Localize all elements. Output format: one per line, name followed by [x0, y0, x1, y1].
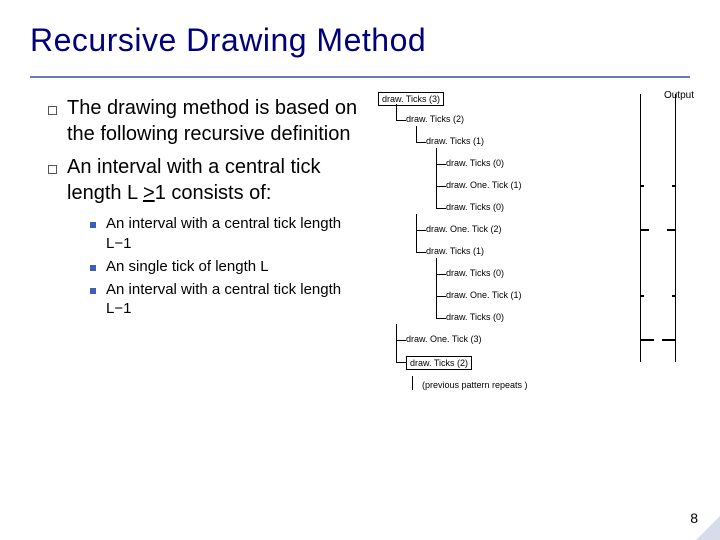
tree-connector: [436, 296, 446, 297]
bullet-2-c: 1 consists of:: [155, 182, 272, 204]
output-tick: [667, 229, 676, 234]
sub-bullet-3-text: An interval with a central tick length L…: [106, 280, 358, 318]
tree-vertical: [396, 104, 397, 120]
sub-bullet-2: An single tick of length L: [90, 257, 358, 276]
tree-vertical: [436, 258, 437, 318]
call-label: draw. Ticks (0): [446, 268, 504, 278]
output-tick: [640, 295, 644, 300]
bullet-1-text: The drawing method is based on the follo…: [67, 96, 358, 147]
tree-vertical: [412, 376, 413, 390]
tree-connector: [416, 142, 426, 143]
tree-vertical: [436, 148, 437, 208]
call-box: draw. Ticks (2): [406, 356, 472, 370]
tree-connector: [396, 340, 406, 341]
bullet-1: The drawing method is based on the follo…: [48, 96, 358, 147]
tree-vertical: [396, 324, 397, 362]
call-label: draw. One. Tick (2): [426, 224, 502, 234]
tree-connector: [436, 208, 446, 209]
bullet-2: An interval with a central tick length L…: [48, 155, 358, 206]
tree-connector: [416, 252, 426, 253]
tree-connector: [396, 362, 406, 363]
call-label: draw. Ticks (0): [446, 158, 504, 168]
call-label: draw. Ticks (0): [446, 202, 504, 212]
output-tick: [672, 295, 676, 300]
call-tree-diagram: Output draw. Ticks (3)draw. Ticks (2)dra…: [378, 92, 698, 492]
call-label: draw. One. Tick (1): [446, 290, 522, 300]
call-box: draw. Ticks (3): [378, 92, 444, 106]
sub-bullet-2-text: An single tick of length L: [106, 257, 269, 276]
tree-connector: [436, 164, 446, 165]
title-rule: [30, 76, 690, 78]
small-square-bullet-icon: [90, 265, 96, 271]
sub-bullet-1: An interval with a central tick length L…: [90, 214, 358, 252]
sub-bullet-3: An interval with a central tick length L…: [90, 280, 358, 318]
output-tick: [672, 185, 676, 190]
slide: Recursive Drawing Method The drawing met…: [0, 0, 720, 540]
slide-title: Recursive Drawing Method: [30, 22, 426, 59]
output-ruler: [640, 94, 676, 362]
output-tick: [640, 185, 644, 190]
call-label: draw. One. Tick (1): [446, 180, 522, 190]
small-square-bullet-icon: [90, 222, 96, 228]
output-tick: [640, 339, 654, 344]
call-label: draw. Ticks (0): [446, 312, 504, 322]
square-bullet-icon: [48, 106, 57, 115]
tree-connector: [436, 274, 446, 275]
tree-connector: [436, 318, 446, 319]
page-curl-icon: [696, 516, 720, 540]
tree-vertical: [416, 126, 417, 142]
bullet-2-b: >: [143, 182, 155, 204]
tree-connector: [436, 186, 446, 187]
call-label: draw. Ticks (1): [426, 136, 484, 146]
call-label: draw. One. Tick (3): [406, 334, 482, 344]
tree-connector: [416, 230, 426, 231]
sub-bullet-1-text: An interval with a central tick length L…: [106, 214, 358, 252]
square-bullet-icon: [48, 165, 57, 174]
tree-connector: [396, 120, 406, 121]
tree-vertical: [416, 214, 417, 252]
output-tick: [662, 339, 676, 344]
small-square-bullet-icon: [90, 288, 96, 294]
repeat-note: (previous pattern repeats ): [422, 380, 528, 390]
call-label: draw. Ticks (1): [426, 246, 484, 256]
bullet-2-text: An interval with a central tick length L…: [67, 155, 358, 206]
output-tick: [640, 229, 649, 234]
call-label: draw. Ticks (2): [406, 114, 464, 124]
bullet-list: The drawing method is based on the follo…: [48, 96, 358, 322]
